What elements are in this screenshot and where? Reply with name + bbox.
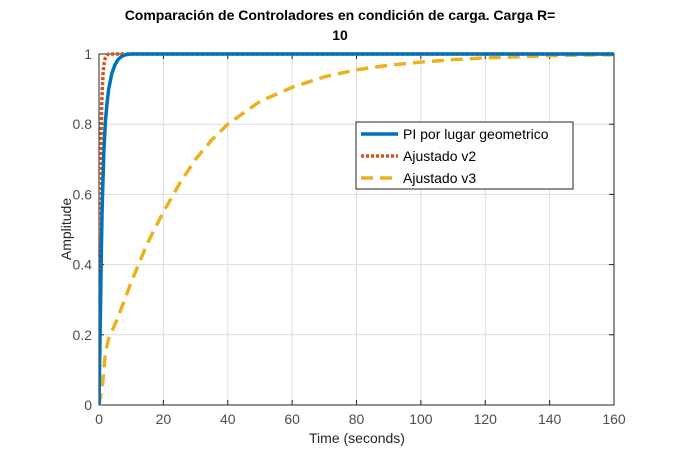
series-line-ajustado-v3	[99, 52, 614, 406]
x-tick-label: 120	[474, 411, 498, 427]
x-tick-label: 20	[156, 411, 172, 427]
legend-label-pi-lugar-geometrico: PI por lugar geometrico	[403, 126, 549, 142]
x-tick-label: 40	[220, 411, 236, 427]
series-line-ajustado-v2	[99, 52, 614, 406]
y-tick-labels: 0 0.2 0.4 0.6 0.8 1	[73, 46, 93, 413]
y-axis-label: Amplitude	[58, 198, 74, 260]
x-tick-labels: 0 20 40 60 80 100 120 140 160	[95, 411, 626, 427]
y-tick-label: 1	[84, 46, 92, 62]
legend-label-ajustado-v2: Ajustado v2	[403, 148, 476, 164]
y-tick-label: 0	[84, 397, 92, 413]
x-tick-label: 140	[538, 411, 562, 427]
x-tick-label: 100	[409, 411, 433, 427]
y-tick-label: 0.4	[73, 257, 93, 273]
legend-label-ajustado-v3: Ajustado v3	[403, 170, 476, 186]
series-line-pi-por-lugar-geometrico	[99, 52, 614, 406]
y-tick-label: 0.6	[73, 186, 93, 202]
series-lines	[99, 52, 614, 406]
x-tick-label: 0	[95, 411, 103, 427]
x-tick-label: 60	[284, 411, 300, 427]
x-axis-label: Time (seconds)	[309, 430, 405, 446]
x-tick-label: 80	[349, 411, 365, 427]
y-tick-label: 0.2	[73, 327, 93, 343]
grid-lines	[99, 54, 614, 405]
x-tick-label: 160	[602, 411, 626, 427]
chart-title-line-1: Comparación de Controladores en condició…	[125, 7, 556, 23]
chart-title-line-2: 10	[332, 27, 348, 43]
legend: PI por lugar geometrico Ajustado v2 Ajus…	[355, 121, 574, 190]
y-tick-label: 0.8	[73, 116, 93, 132]
